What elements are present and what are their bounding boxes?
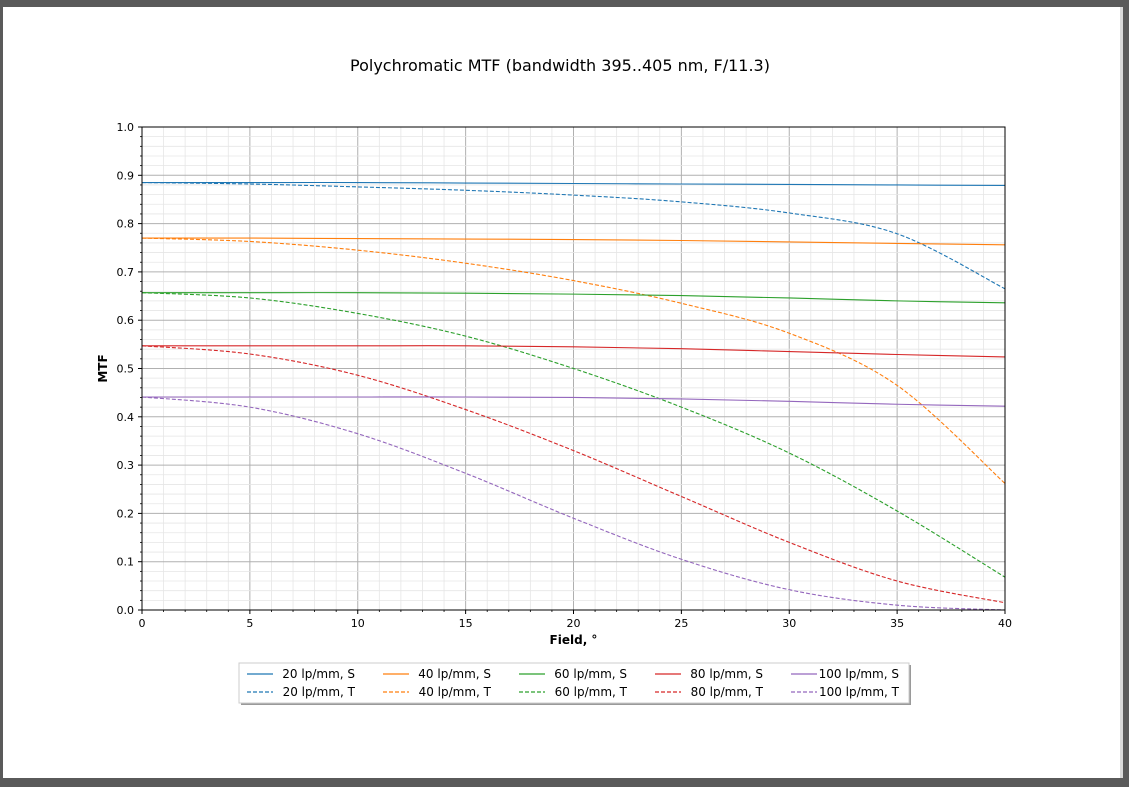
legend-label-1: 20 lp/mm, T [283, 685, 356, 699]
series-line-7 [141, 345, 1006, 604]
legend-label-7: 80 lp/mm, T [691, 685, 764, 699]
x-tick-label: 10 [351, 617, 365, 630]
x-tick-label: 35 [890, 617, 904, 630]
x-tick-label: 5 [246, 617, 253, 630]
y-tick-label: 0.3 [117, 459, 135, 472]
y-tick-label: 0.7 [117, 266, 135, 279]
y-tick-label: 1.0 [117, 121, 135, 134]
legend-label-0: 20 lp/mm, S [282, 667, 355, 681]
y-tick-label: 0.9 [117, 169, 135, 182]
x-axis-label: Field, ° [550, 633, 598, 647]
x-tick-label: 30 [782, 617, 796, 630]
legend-label-6: 80 lp/mm, S [690, 667, 763, 681]
y-tick-label: 0.2 [117, 507, 135, 520]
y-tick-label: 0.0 [117, 604, 135, 617]
y-axis-label: MTF [96, 354, 110, 382]
series-line-9 [141, 396, 1006, 611]
legend-label-9: 100 lp/mm, T [819, 685, 900, 699]
legend-label-3: 40 lp/mm, T [419, 685, 492, 699]
ticks: 0 5 10 15 20 25 30 35 40 0.0 0.1 0.2 0.3 0.4 0.5 0.6 0.7… [117, 121, 1013, 630]
legend-label-4: 60 lp/mm, S [554, 667, 627, 681]
y-tick-label: 0.5 [117, 363, 135, 376]
legend: 20 lp/mm, S 20 lp/mm, T 40 lp/mm, S 40 lp/m… [238, 662, 911, 705]
x-tick-label: 0 [139, 617, 146, 630]
series-lines [141, 181, 1006, 611]
series-line-5 [141, 292, 1006, 578]
legend-label-2: 40 lp/mm, S [418, 667, 491, 681]
series-line-6 [142, 345, 1006, 358]
series-line-0 [141, 181, 1006, 186]
chart-title: Polychromatic MTF (bandwidth 395..405 nm… [350, 56, 770, 75]
series-line-2 [141, 237, 1006, 246]
y-tick-label: 0.1 [117, 556, 135, 569]
series-line-3 [141, 237, 1006, 484]
series-line-4 [141, 292, 1006, 304]
legend-label-5: 60 lp/mm, T [555, 685, 628, 699]
y-tick-label: 0.4 [117, 411, 135, 424]
x-tick-label: 40 [998, 617, 1012, 630]
y-tick-label: 0.8 [117, 218, 135, 231]
series-line-8 [142, 396, 1006, 407]
x-tick-label: 25 [674, 617, 688, 630]
x-tick-label: 15 [459, 617, 473, 630]
y-tick-label: 0.6 [117, 314, 135, 327]
series-line-1 [141, 181, 1006, 290]
x-tick-label: 20 [567, 617, 581, 630]
legend-label-8: 100 lp/mm, S [819, 667, 899, 681]
legend-box [238, 662, 910, 704]
